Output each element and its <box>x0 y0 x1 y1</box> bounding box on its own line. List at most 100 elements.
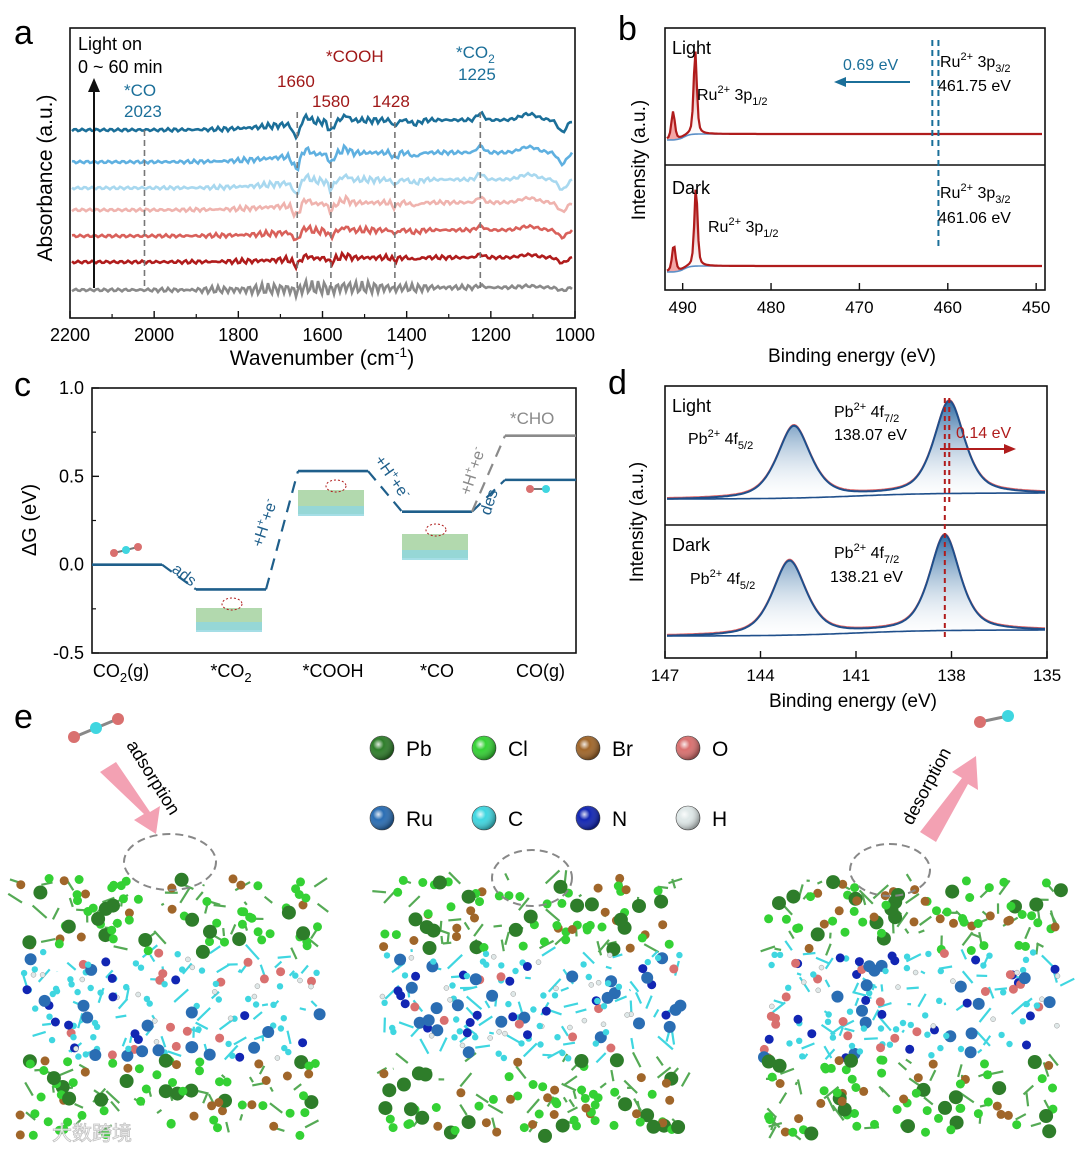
bond <box>920 970 926 975</box>
atom-cl <box>299 1091 308 1101</box>
atom-c <box>383 952 391 959</box>
atom-cl <box>849 906 859 916</box>
atom-c <box>87 984 94 992</box>
bond <box>218 1019 233 1031</box>
atom-h <box>487 1035 493 1041</box>
bond <box>408 895 421 908</box>
atom-cl <box>388 1123 398 1133</box>
atom-br <box>15 1110 25 1120</box>
atom-h <box>588 982 595 988</box>
atom-cl <box>136 1096 146 1106</box>
atom-cl <box>393 887 403 897</box>
bond <box>596 940 603 956</box>
shift-arrowhead-b <box>834 77 846 87</box>
atom-br <box>452 932 461 942</box>
bond <box>7 892 23 904</box>
bond <box>919 915 932 926</box>
atom-h <box>135 991 141 998</box>
atom-br <box>909 917 919 927</box>
bond <box>245 944 260 961</box>
atom-cl <box>385 1114 395 1124</box>
atom-cl <box>403 1120 413 1129</box>
atom-ru <box>964 1046 977 1059</box>
atom-br <box>15 1130 25 1140</box>
bond <box>448 871 462 885</box>
bond <box>32 1030 47 1037</box>
atom-cl <box>519 1123 529 1133</box>
atom-n <box>962 998 972 1008</box>
atom-c <box>518 1040 525 1047</box>
atom-c <box>280 1015 287 1022</box>
atom-cl <box>664 939 674 949</box>
atom-c <box>401 972 409 979</box>
atom-pb <box>810 927 825 942</box>
bond <box>871 1009 880 1021</box>
legend-swatch-shade-Pb <box>370 736 394 760</box>
x-categories-c: CO2(g) *CO2 *COOH *CO CO(g) <box>93 661 565 685</box>
bond <box>815 956 830 965</box>
bond <box>562 1075 578 1087</box>
atom-c <box>313 969 320 976</box>
bond <box>121 1037 128 1047</box>
atom-c <box>451 1034 458 1041</box>
atom-cl <box>851 1083 861 1092</box>
atom-cl <box>152 1070 162 1080</box>
panel-a: a 2200 2000 1800 1600 1400 1200 1000 Light on … <box>14 14 595 370</box>
atom-pb <box>158 1084 173 1099</box>
atom-br <box>920 896 930 906</box>
atom-c <box>198 967 206 974</box>
bond <box>852 982 860 994</box>
atom-o <box>1005 970 1015 980</box>
atom-pb <box>1042 1124 1057 1139</box>
bond <box>25 1111 36 1121</box>
bond <box>105 1090 121 1104</box>
bond <box>160 902 165 907</box>
bond <box>614 995 628 1003</box>
atom-n <box>411 971 421 981</box>
bond <box>465 995 483 1011</box>
atom-pb <box>844 1053 858 1068</box>
bond <box>463 921 471 931</box>
atom-c <box>498 962 505 969</box>
bond <box>563 870 568 883</box>
atom-cl <box>647 1089 657 1099</box>
atom-h <box>30 972 37 978</box>
atom-cl <box>212 918 222 928</box>
atom-cl <box>580 1093 590 1103</box>
atom-ru <box>152 1044 165 1057</box>
y-axis-title-c: ΔG (eV) <box>19 484 41 556</box>
atom-br <box>1044 1061 1054 1070</box>
atom-o <box>875 997 885 1007</box>
atom-cl <box>955 1079 965 1089</box>
atom-br <box>593 883 603 893</box>
atom-pb <box>98 901 113 916</box>
bond <box>567 1106 578 1114</box>
bond <box>475 1044 491 1049</box>
bond <box>313 877 328 888</box>
atom-ru <box>856 1004 868 1017</box>
atom-br <box>379 1069 389 1079</box>
atom-n <box>508 1012 518 1022</box>
atom-cl <box>806 892 815 902</box>
atom-c <box>225 1040 232 1048</box>
atom-o <box>568 1032 578 1042</box>
atom-br <box>236 880 246 890</box>
atom-c <box>70 1034 77 1041</box>
atom-br <box>304 1069 314 1079</box>
atom-o <box>410 1002 420 1012</box>
spectra-a <box>71 110 574 302</box>
bond <box>578 893 583 898</box>
atom-o <box>766 1011 776 1021</box>
bond <box>801 1042 815 1050</box>
atom-cl <box>552 1099 562 1109</box>
atom-pb <box>538 1128 552 1143</box>
bond <box>66 961 77 971</box>
atom-c <box>892 1026 900 1033</box>
atom-cl <box>253 881 263 891</box>
atom-c <box>1033 1002 1041 1009</box>
atom-pb <box>404 1102 418 1117</box>
atom-o <box>166 1022 175 1032</box>
bond <box>98 1124 113 1135</box>
atom-cl <box>958 915 968 924</box>
atom-o <box>890 1033 900 1043</box>
